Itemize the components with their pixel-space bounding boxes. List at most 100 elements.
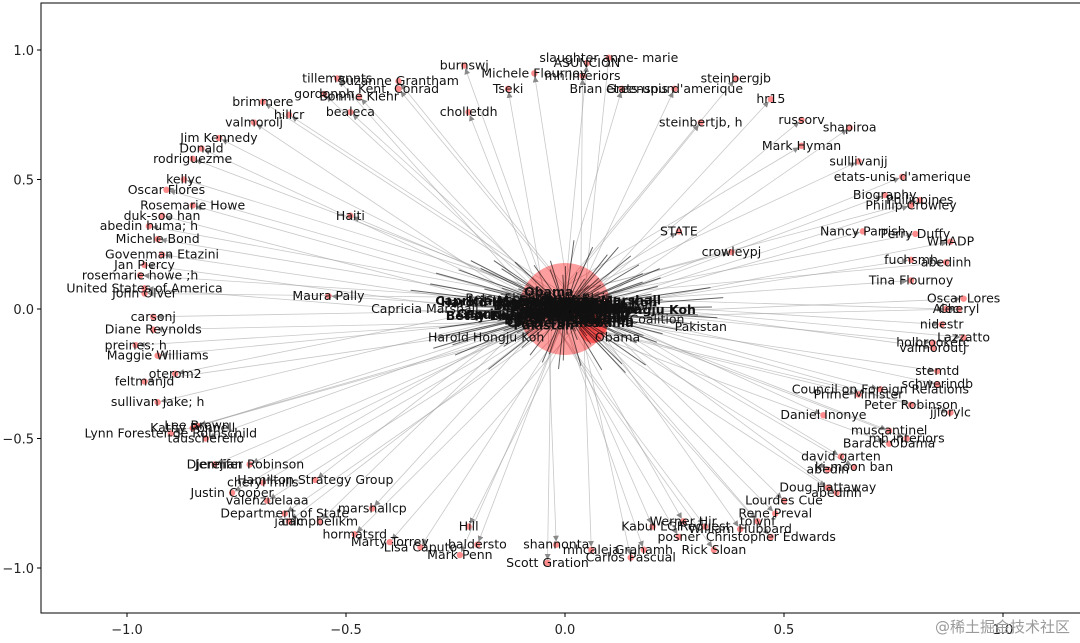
hub-edge [458,308,566,313]
node-label: baldersto [448,537,507,552]
node-label: Carlos Pascual [586,550,676,565]
edge [557,297,769,535]
node-label: Nancy Parrish [820,223,906,238]
hub-edge [564,308,626,374]
hub-edge [447,308,566,321]
node [627,554,634,561]
node [553,541,560,548]
hub-cluster-label: Betsy Ebeling [493,298,589,313]
node [907,277,915,284]
node [141,285,148,292]
edge [199,314,583,426]
hub-edge [564,308,602,340]
node-label: muscantinel [851,423,928,438]
edge [256,124,550,321]
node [728,248,735,256]
edge [374,315,549,507]
node-label: janlc [273,513,304,528]
node-label: steinbergjb [701,70,771,85]
node [154,399,161,406]
watermark: @稀土掘金技术社区 [934,618,1070,636]
edge [568,101,769,318]
hub-cluster-label: Foundation [519,292,599,307]
node-label: Scott Gration [506,555,589,570]
x-axis-ticks: −1.0 −0.5 0.0 0.5 1.0 [111,613,1013,638]
node-label: david garten [801,449,881,464]
node [798,116,805,124]
edge [558,308,644,548]
edge [147,290,571,299]
node [956,305,963,313]
node [154,235,161,243]
node [334,75,341,82]
hub-edge [564,308,568,335]
node [697,119,704,126]
node [780,497,788,504]
edge [361,98,548,298]
node-label: Brian Greenspun [569,81,674,96]
node-label: hormatsrd [322,526,387,541]
node [767,533,775,541]
hub-edge [564,308,623,365]
node-label: hillcr [274,107,305,122]
node-label: Grahamh [615,542,673,557]
hub-cluster-label: Harold Hongju Koh [428,329,544,344]
node-label: Biography [853,187,917,202]
node [281,510,288,517]
hub-edge [452,308,566,346]
node [579,72,586,80]
node [544,559,551,567]
node [320,90,328,98]
hub-edge [564,255,632,310]
node-label: Lynn Forester de Rothschild [85,425,258,440]
node-label: abedinh [811,485,862,500]
hub-cluster-label: Coalition [571,313,634,328]
hub-cluster-label: Betsy Ebeling [465,291,550,306]
node [141,261,148,269]
hub-edge [501,268,566,310]
edge [195,312,561,429]
node [798,142,805,150]
hub-cluster-label: Pakistan [562,301,623,316]
node [820,411,827,419]
node-label: fuchsmh [884,252,938,267]
x-tick-label: −0.5 [330,623,362,638]
node [737,525,744,533]
node [504,85,512,93]
hub-cluster-label: Capricia Marshall [371,301,479,316]
edge [549,313,678,535]
x-tick-label: 1.0 [993,623,1014,638]
hub-edge [558,308,566,370]
node [846,124,853,131]
y-tick-label: 0.0 [13,303,34,318]
node-label: Michele Bond [116,231,200,246]
node-label: oterom2 [149,366,202,381]
x-tick-label: −1.0 [111,623,143,638]
hub-cluster-label: Obama [558,296,607,311]
node [150,313,157,320]
hub-cluster-label: Coalition [530,304,593,319]
node-label: United States of America [66,280,222,295]
node-label: Jennifer Robinson [194,456,304,471]
edge [356,313,577,533]
node-label: campbelikm [281,513,358,528]
node-label: Barack Obama [843,436,935,451]
node-label: abedinh [921,254,972,269]
node [150,326,157,333]
hub-cluster-label: Pakistan [566,310,627,325]
node [395,85,402,93]
hub-edge [564,308,582,315]
hub-edge [514,261,566,310]
node-label: Lee Brown [164,418,229,433]
node [456,551,464,559]
node-label: rosemarie howe ;h [82,267,198,282]
node-label: slaughter anne- marie [539,50,678,65]
edge [582,60,611,310]
node [588,546,595,554]
node [907,202,915,209]
edge [578,315,632,555]
node [855,391,862,398]
node [202,435,210,442]
node [163,186,170,194]
